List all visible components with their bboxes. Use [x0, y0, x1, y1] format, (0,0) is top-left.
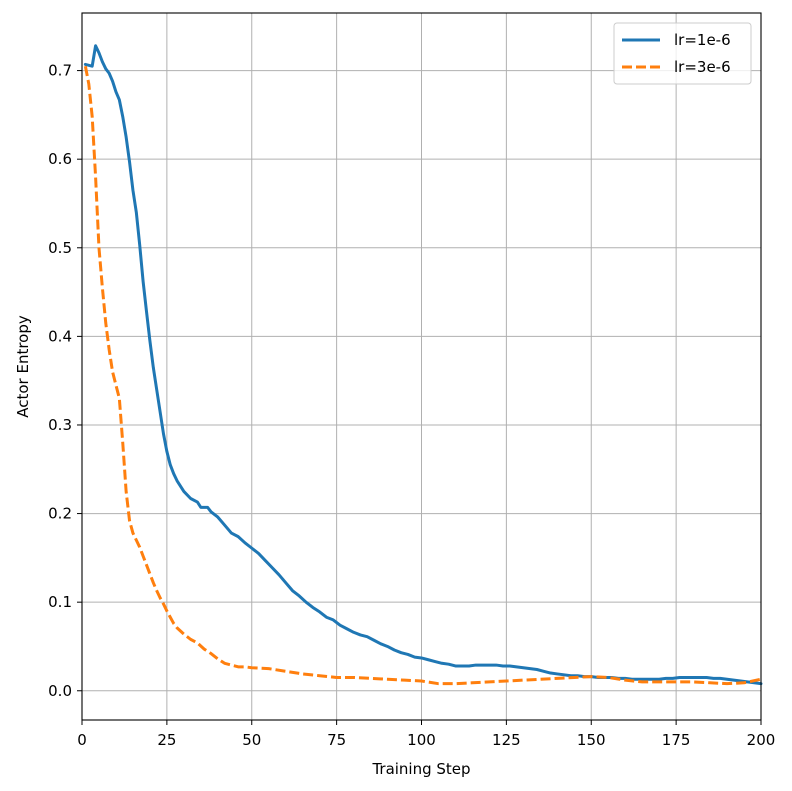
y-tick-label: 0.6: [48, 150, 72, 168]
y-tick-label: 0.1: [48, 593, 72, 611]
x-tick-label: 125: [492, 731, 521, 749]
x-tick-label: 175: [662, 731, 691, 749]
x-tick-label: 75: [327, 731, 346, 749]
x-tick-label: 25: [157, 731, 176, 749]
y-tick-label: 0.7: [48, 62, 72, 80]
y-tick-label: 0.3: [48, 416, 72, 434]
y-tick-label: 0.5: [48, 239, 72, 257]
y-tick-label: 0.2: [48, 505, 72, 523]
series-layer: [83, 44, 763, 686]
y-tick-label: 0.4: [48, 327, 72, 345]
series-line-2: [83, 65, 762, 686]
legend-box: [613, 22, 752, 85]
series-line-1: [83, 44, 763, 686]
x-tick-label: 0: [77, 731, 87, 749]
x-axis-label: Training Step: [371, 760, 470, 778]
x-tick-label: 200: [747, 731, 776, 749]
y-tick-label: 0.0: [48, 682, 72, 700]
legend-label-series-1: lr=1e-6: [674, 31, 731, 49]
x-tick-label: 150: [577, 731, 606, 749]
x-tick-label: 100: [407, 731, 436, 749]
axis-ticks: 0 25 50 75 100 125 150 175 200 0.0 0.1 0.2 0.3 0.4 0.5…: [48, 62, 775, 749]
legend-label-series-2: lr=3e-6: [674, 58, 731, 76]
legend: lr=1e-6 lr=3e-6: [613, 22, 752, 85]
x-tick-label: 50: [242, 731, 261, 749]
y-axis-label: Actor Entropy: [14, 315, 32, 418]
